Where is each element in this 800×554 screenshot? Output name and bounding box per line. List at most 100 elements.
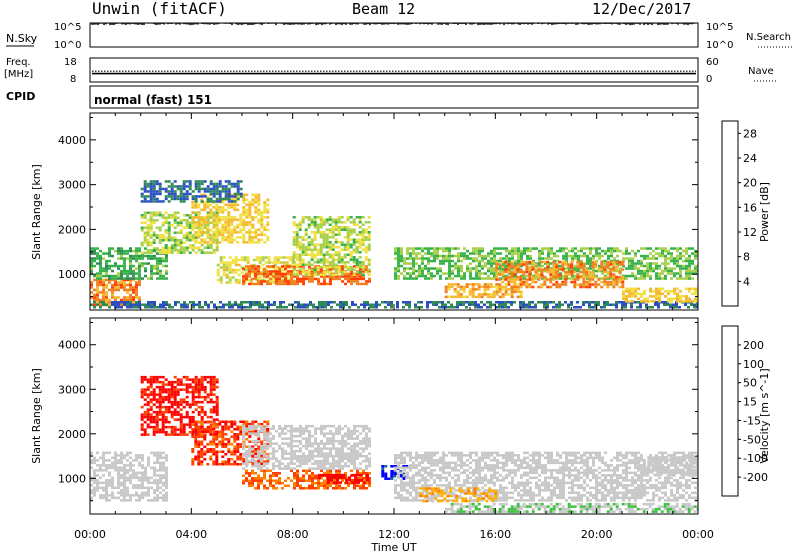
data-cell xyxy=(628,292,631,296)
data-cell xyxy=(191,223,195,227)
data-cell xyxy=(209,216,213,219)
data-cell xyxy=(135,499,138,502)
data-cell xyxy=(468,301,471,304)
data-cell xyxy=(242,218,246,222)
data-cell xyxy=(212,460,216,463)
data-cell xyxy=(547,254,550,258)
data-cell xyxy=(200,388,204,391)
data-cell xyxy=(200,251,204,254)
data-cell xyxy=(159,481,162,485)
data-cell xyxy=(165,491,168,495)
data-cell xyxy=(219,256,223,259)
data-cell xyxy=(227,187,231,191)
data-cell xyxy=(350,282,353,286)
data-cell xyxy=(102,486,105,490)
data-cell xyxy=(150,264,153,268)
data-cell xyxy=(117,277,120,280)
data-cell xyxy=(182,423,186,426)
data-cell xyxy=(631,290,634,293)
data-cell xyxy=(570,303,573,306)
data-cell xyxy=(185,214,189,217)
data-cell xyxy=(331,226,335,229)
data-cell xyxy=(267,306,270,309)
data-cell xyxy=(105,499,108,502)
data-cell xyxy=(245,198,249,202)
data-cell xyxy=(438,306,441,309)
freq-tick-bottom: 8 xyxy=(70,74,76,85)
data-cell xyxy=(99,464,102,467)
data-cell xyxy=(667,292,670,296)
data-cell xyxy=(185,433,189,436)
data-cell xyxy=(248,233,252,237)
data-cell xyxy=(295,246,299,249)
data-cell xyxy=(313,223,317,226)
data-cell xyxy=(242,282,245,286)
data-cell xyxy=(179,221,183,224)
data-cell xyxy=(143,195,147,198)
data-cell xyxy=(278,272,281,276)
data-cell xyxy=(529,249,532,253)
data-cell xyxy=(251,236,255,239)
data-cell xyxy=(245,241,249,244)
nave-tick-bottom: 0 xyxy=(706,74,712,85)
data-cell xyxy=(493,259,496,263)
data-cell xyxy=(307,271,311,274)
data-cell xyxy=(565,254,568,258)
data-cell xyxy=(474,288,478,291)
data-cell xyxy=(146,219,150,222)
data-cell xyxy=(364,256,368,259)
data-cell xyxy=(200,187,204,191)
data-cell xyxy=(439,267,442,270)
data-cell xyxy=(185,190,189,193)
data-cell xyxy=(406,262,409,265)
data-cell xyxy=(322,221,326,224)
data-cell xyxy=(194,233,198,237)
data-cell xyxy=(212,408,216,411)
data-cell xyxy=(349,253,353,256)
data-cell xyxy=(319,258,323,261)
data-cell xyxy=(301,246,305,249)
data-cell xyxy=(631,295,634,298)
data-cell xyxy=(158,200,162,203)
data-cell xyxy=(390,303,393,306)
data-cell xyxy=(540,285,544,289)
data-cell xyxy=(469,272,472,275)
data-cell xyxy=(132,296,135,299)
data-cell xyxy=(349,228,353,231)
data-cell xyxy=(505,264,508,268)
data-cell xyxy=(594,285,598,289)
freq-unit: [MHz] xyxy=(4,69,33,80)
data-cell xyxy=(161,216,165,219)
data-cell xyxy=(90,267,93,270)
data-cell xyxy=(209,251,213,254)
data-cell xyxy=(616,249,619,253)
data-cell xyxy=(520,254,523,258)
data-cell xyxy=(343,246,347,249)
data-cell xyxy=(93,247,96,250)
data-cell xyxy=(504,275,508,279)
data-cell xyxy=(197,195,201,198)
data-cell xyxy=(685,297,688,301)
data-cell xyxy=(589,247,592,250)
data-cell xyxy=(167,231,171,234)
data-cell xyxy=(191,423,195,426)
data-cell xyxy=(685,269,688,273)
data-cell xyxy=(236,187,240,191)
data-cell xyxy=(676,300,679,303)
data-cell xyxy=(324,301,327,304)
data-cell xyxy=(90,269,93,273)
data-cell xyxy=(257,193,261,197)
data-cell xyxy=(261,303,264,306)
data-cell xyxy=(495,268,499,271)
data-cell xyxy=(254,216,258,219)
data-cell xyxy=(520,259,523,263)
data-cell xyxy=(322,273,326,276)
data-cell xyxy=(218,435,222,438)
data-cell xyxy=(149,195,153,198)
data-cell xyxy=(397,254,400,258)
data-cell xyxy=(676,264,679,268)
data-cell xyxy=(278,280,281,283)
data-cell xyxy=(294,306,297,309)
data-cell xyxy=(153,474,156,477)
data-cell xyxy=(105,293,108,297)
